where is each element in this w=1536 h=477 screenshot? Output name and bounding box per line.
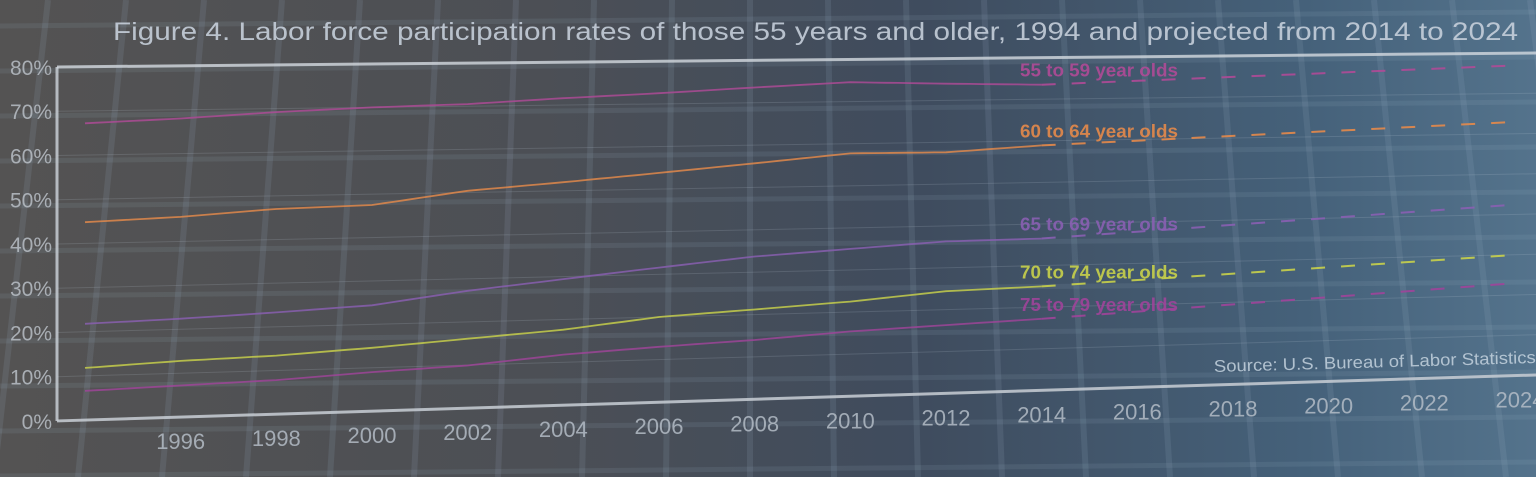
series-projection (1041, 203, 1521, 240)
x-tick-label: 2004 (539, 417, 588, 442)
bg-grid-line (1293, 0, 1341, 477)
series-projection (1041, 64, 1521, 86)
series-label: 65 to 69 year olds (1020, 215, 1178, 235)
y-tick-label: 50% (10, 190, 52, 213)
axes: 0% 10% 20% 30% 40% 50% 60% 70% 80% 1996 1998 2000 20… (10, 51, 1536, 454)
bg-grid-line (0, 324, 1536, 344)
y-tick-label: 10% (10, 367, 52, 390)
y-tick-label: 20% (10, 322, 52, 345)
bg-grid-line (159, 0, 207, 477)
series-line (84, 285, 1042, 369)
x-tick-label: 2008 (730, 411, 779, 436)
bg-grid-line (0, 144, 1536, 164)
x-tick-label: 2018 (1209, 396, 1258, 421)
x-tick-label: 2014 (1017, 402, 1066, 427)
bg-grid-line (0, 459, 1536, 477)
bg-grid-line (1371, 0, 1425, 477)
y-tick-label: 30% (10, 278, 52, 301)
gridline (56, 173, 1536, 201)
x-tick-label: 2000 (348, 423, 397, 448)
bg-grid-line (0, 9, 1536, 29)
series-label: 60 to 64 year olds (1020, 121, 1178, 141)
y-tick-label: 60% (10, 145, 52, 168)
x-tick-label: 2020 (1304, 393, 1353, 418)
x-tick-label: 2022 (1400, 390, 1449, 415)
series-projection (1041, 120, 1521, 147)
bg-grid-line (579, 0, 597, 477)
gridline (56, 334, 1536, 378)
x-tick-label: 1996 (156, 429, 205, 454)
x-tick-label: 2002 (443, 420, 492, 445)
x-tick-label: 2006 (635, 414, 684, 439)
series-projection (1041, 281, 1521, 320)
bg-grid-line (0, 369, 1536, 389)
bg-grid-line (243, 0, 285, 477)
x-tick-label: 2010 (826, 408, 875, 433)
x-tick-label: 2024 (1496, 387, 1536, 412)
y-tick-label: 80% (10, 57, 52, 80)
bg-grid-line (411, 0, 441, 477)
x-tick-label: 2016 (1113, 399, 1162, 424)
bg-grid-line (0, 0, 51, 451)
series-label: 70 to 74 year olds (1020, 262, 1178, 282)
bg-grid-line (903, 0, 921, 477)
bg-grid-line (825, 0, 837, 477)
series-line (84, 144, 1042, 224)
bg-grid-line (0, 189, 1536, 209)
bg-grid-line (663, 0, 675, 477)
x-tick-label: 2012 (922, 405, 971, 430)
bg-grid-line (75, 0, 129, 477)
bg-grid-line (981, 0, 1005, 477)
labels-layer: 55 to 59 year olds 60 to 64 year olds 65 t… (1020, 61, 1178, 315)
series-line (84, 237, 1042, 325)
bg-grid-line (327, 0, 363, 477)
top-frame-line (56, 51, 1536, 69)
series-line (84, 317, 1042, 392)
chart-title: Figure 4. Labor force participation rate… (113, 18, 1518, 46)
gridline (56, 213, 1536, 245)
x-axis-line (56, 373, 1536, 423)
series-label: 55 to 59 year olds (1020, 61, 1178, 81)
y-tick-label: 70% (10, 101, 52, 124)
bg-grid-line (495, 0, 519, 477)
series-label: 75 to 79 year olds (1020, 295, 1178, 315)
bg-grid-line (0, 279, 1536, 299)
series-projection (1041, 253, 1521, 288)
bg-grid-line (0, 414, 1536, 434)
bg-grid-line (0, 54, 1536, 74)
x-tick-label: 1998 (252, 426, 301, 451)
y-tick-label: 40% (10, 234, 52, 257)
gridline (56, 253, 1536, 289)
bg-grid-line (1059, 0, 1089, 477)
bg-grid-line (1215, 0, 1257, 477)
bg-grid-line (0, 234, 1536, 254)
bg-grid-line (1449, 0, 1509, 477)
gridline (56, 92, 1536, 112)
y-tick-label: 0% (22, 411, 52, 434)
series-line (84, 81, 1042, 125)
gridline (56, 132, 1536, 156)
series-layer (84, 64, 1521, 392)
